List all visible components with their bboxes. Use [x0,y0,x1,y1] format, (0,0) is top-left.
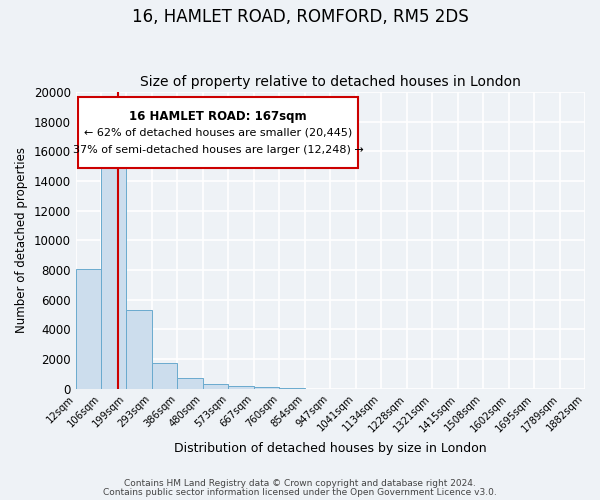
Bar [229,386,254,388]
FancyBboxPatch shape [78,96,358,168]
Bar [152,362,178,388]
Text: 16, HAMLET ROAD, ROMFORD, RM5 2DS: 16, HAMLET ROAD, ROMFORD, RM5 2DS [131,8,469,26]
Bar [127,310,152,388]
Bar [203,384,229,388]
Text: Contains HM Land Registry data © Crown copyright and database right 2024.: Contains HM Land Registry data © Crown c… [124,479,476,488]
Bar [101,144,127,388]
Bar [178,378,203,388]
Text: ← 62% of detached houses are smaller (20,445): ← 62% of detached houses are smaller (20… [84,128,352,138]
Y-axis label: Number of detached properties: Number of detached properties [15,148,28,334]
Text: 16 HAMLET ROAD: 167sqm: 16 HAMLET ROAD: 167sqm [130,110,307,123]
Title: Size of property relative to detached houses in London: Size of property relative to detached ho… [140,76,521,90]
Text: 37% of semi-detached houses are larger (12,248) →: 37% of semi-detached houses are larger (… [73,146,364,156]
Text: Contains public sector information licensed under the Open Government Licence v3: Contains public sector information licen… [103,488,497,497]
Bar [76,268,101,388]
X-axis label: Distribution of detached houses by size in London: Distribution of detached houses by size … [174,442,487,455]
Bar [254,387,280,388]
